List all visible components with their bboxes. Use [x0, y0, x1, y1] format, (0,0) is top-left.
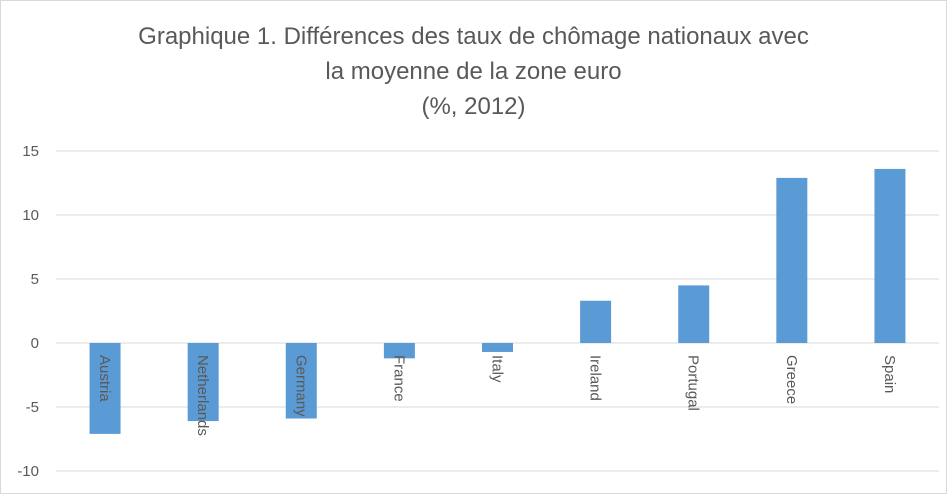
category-label: Portugal	[685, 355, 702, 411]
y-axis-tick-labels: 15 10 5 0 -5 -10	[17, 143, 39, 480]
y-tick-label: 10	[22, 207, 39, 224]
category-label: Germany	[292, 355, 309, 417]
bar	[482, 343, 513, 352]
y-tick-label: -5	[26, 399, 39, 416]
category-label: France	[390, 355, 407, 402]
y-tick-label: -10	[17, 463, 39, 480]
bar	[383, 343, 415, 359]
bars	[89, 168, 906, 434]
category-label: Netherlands	[194, 355, 211, 436]
y-tick-label: 5	[31, 271, 39, 288]
category-label: Spain	[881, 355, 898, 393]
bar	[776, 177, 808, 343]
category-labels: Austria Netherlands Germany France Italy Irel…	[96, 355, 898, 436]
chart-title-line-1: Graphique 1. Différences des taux de chô…	[138, 23, 809, 50]
y-tick-label: 15	[22, 143, 39, 160]
category-label: Austria	[96, 355, 113, 402]
bar	[187, 343, 219, 422]
bar	[285, 343, 317, 419]
category-label: Italy	[489, 355, 506, 383]
chart-title: Graphique 1. Différences des taux de chô…	[1, 19, 946, 124]
y-tick-label: 0	[31, 335, 39, 352]
bar	[580, 300, 612, 343]
bar	[874, 168, 906, 343]
bar	[89, 343, 121, 434]
chart-title-line-3: (%, 2012)	[421, 93, 526, 120]
category-label: Greece	[783, 355, 800, 404]
chart-title-line-2: la moyenne de la zone euro	[325, 58, 622, 85]
bar	[678, 285, 710, 343]
category-label: Ireland	[587, 355, 604, 401]
